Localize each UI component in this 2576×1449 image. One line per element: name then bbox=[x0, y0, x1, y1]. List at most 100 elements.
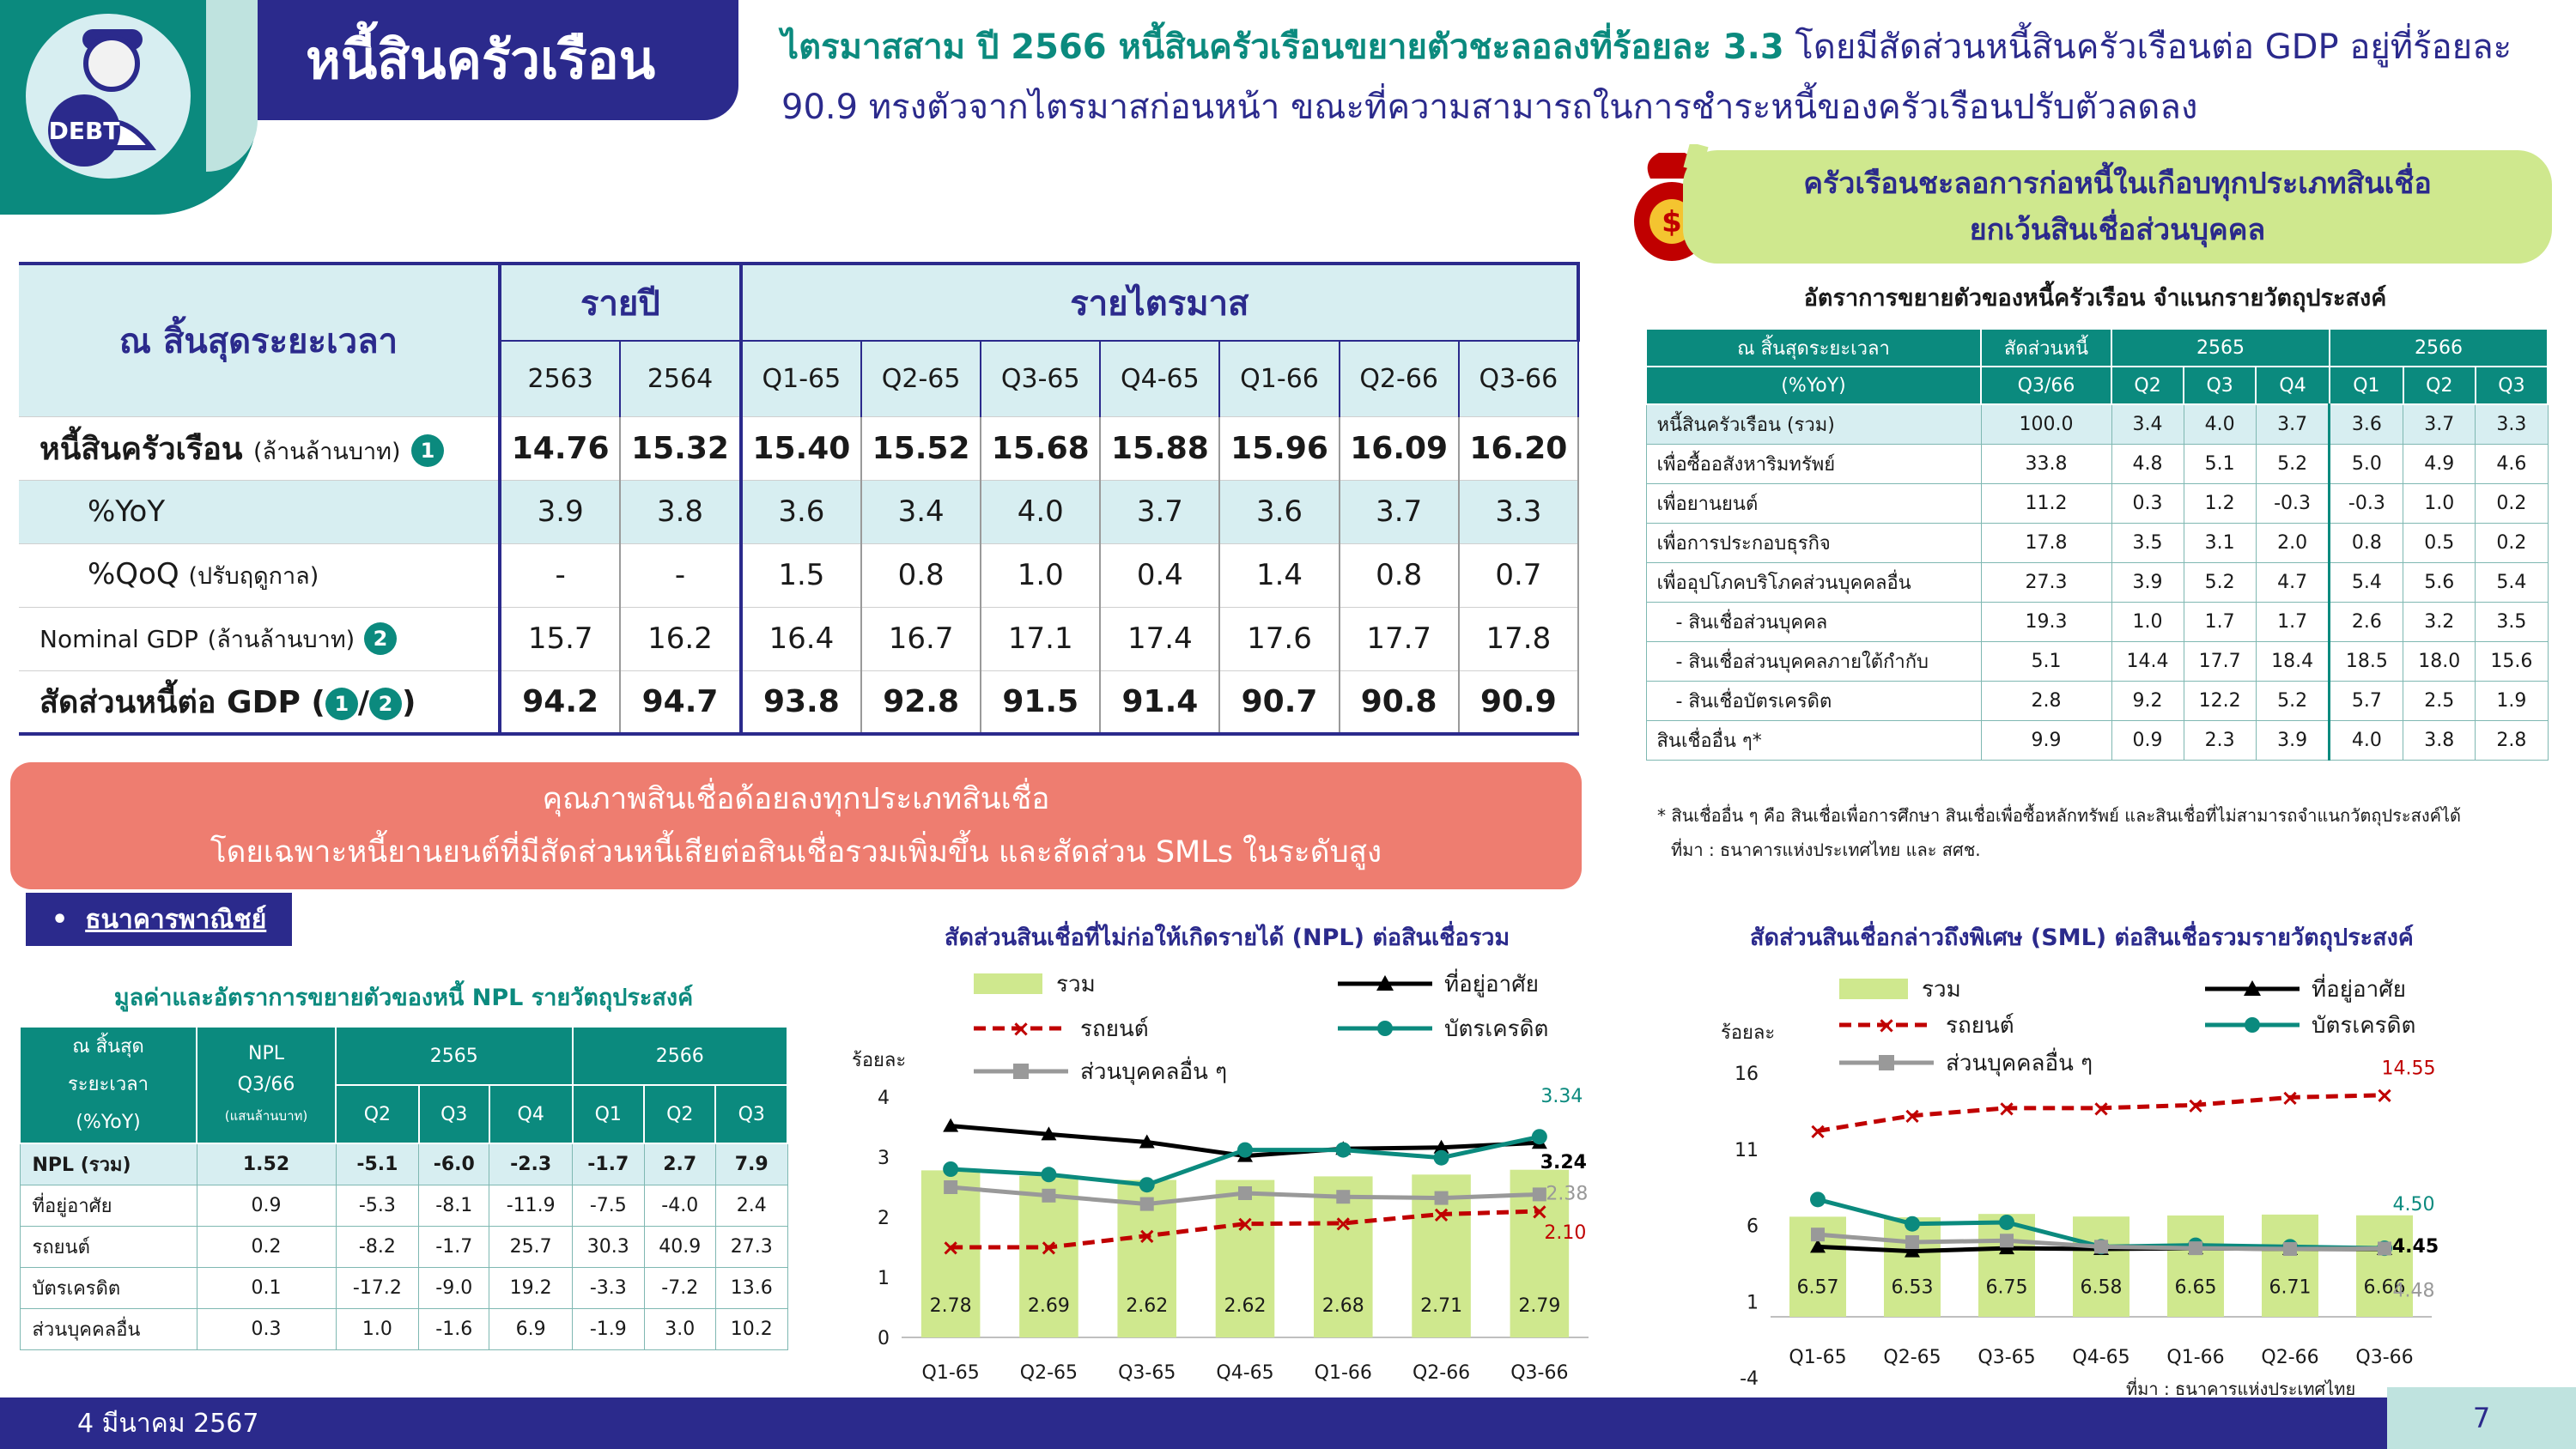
table-cell: 15.88 bbox=[1100, 415, 1221, 480]
table-row: หนี้สินครัวเรือน (รวม) 100.0 3.4 4.0 3.7 3.6 3… bbox=[1645, 403, 2549, 445]
row-label-cell: สัดส่วนหนี้ต่อ GDP (1/2) bbox=[19, 670, 501, 736]
line-point bbox=[1433, 1139, 1449, 1154]
table-cell: 91.5 bbox=[981, 670, 1102, 736]
npl-value-cell: 0.1 bbox=[196, 1266, 337, 1309]
table-cell: 90.8 bbox=[1339, 670, 1460, 736]
row-label-close: ) bbox=[401, 684, 416, 720]
line-point bbox=[1335, 1142, 1352, 1158]
legend-label: รวม bbox=[1922, 977, 1961, 1003]
y-tick-label: 3 bbox=[878, 1148, 890, 1169]
header-accent-light bbox=[206, 0, 258, 172]
table-cell: 12.2 bbox=[2183, 680, 2257, 721]
commercial-bank-tag: • ธนาคารพาณิชย์ bbox=[26, 893, 292, 946]
x-tick-label: Q3-65 bbox=[1978, 1347, 2035, 1368]
bar-value-label: 2.79 bbox=[1518, 1295, 1560, 1317]
npl-h3: (แสนล้านบาท) bbox=[224, 1108, 308, 1124]
line-point: × bbox=[1432, 1203, 1451, 1228]
share-cell: 11.2 bbox=[1980, 482, 2112, 524]
legend-swatch bbox=[974, 973, 1042, 994]
period-header: Q2-66 bbox=[1339, 340, 1460, 416]
legend-marker bbox=[1879, 1055, 1894, 1070]
row-label-unit: (ล้านล้านบาท) bbox=[207, 626, 355, 653]
line-point: × bbox=[1808, 1119, 1827, 1144]
table-row: - สินเชื่อส่วนบุคคล 19.3 1.0 1.7 1.7 2.6 3.2 3.… bbox=[1645, 601, 2549, 642]
y-tick-label: 6 bbox=[1747, 1216, 1759, 1238]
table-cell: 3.4 bbox=[861, 479, 982, 543]
quarter-header: Q3 bbox=[2183, 366, 2257, 405]
table-cell: 3.9 bbox=[500, 479, 622, 543]
x-tick-label: Q2-65 bbox=[1020, 1362, 1078, 1384]
table-cell: 17.7 bbox=[1339, 606, 1460, 670]
table-cell: 16.7 bbox=[861, 606, 982, 670]
table-cell: 6.9 bbox=[489, 1307, 574, 1350]
table-cell: 15.96 bbox=[1219, 415, 1340, 480]
share-cell: 27.3 bbox=[1980, 561, 2112, 603]
table-cell: 2.8 bbox=[2475, 719, 2549, 761]
row-label: Nominal GDP bbox=[39, 624, 198, 653]
table-cell: 2.5 bbox=[2403, 680, 2476, 721]
legend-swatch bbox=[1839, 979, 1908, 999]
table-cell: -8.2 bbox=[335, 1225, 420, 1268]
series-end-label: 2.38 bbox=[1546, 1183, 1588, 1204]
table-cell: 0.5 bbox=[2403, 522, 2476, 563]
y-tick-label: 11 bbox=[1735, 1140, 1759, 1161]
row-label: สินเชื่ออื่น ๆ* bbox=[1645, 719, 1982, 761]
table-cell: -1.6 bbox=[418, 1307, 490, 1350]
table-cell: 18.0 bbox=[2403, 640, 2476, 682]
group-annual: รายปี bbox=[500, 262, 743, 341]
table-row: เพื่ออุปโภคบริโภคส่วนบุคคลอื่น 27.3 3.9 5.2… bbox=[1645, 561, 2549, 603]
period-header: Q1-66 bbox=[1219, 340, 1340, 416]
line-point bbox=[1139, 1177, 1155, 1193]
sml-chart-title: สัดส่วนสินเชื่อกล่าวถึงพิเศษ (SML) ต่อสิ… bbox=[1750, 925, 2414, 951]
bar bbox=[2167, 1215, 2224, 1317]
line-point bbox=[1041, 1126, 1057, 1141]
bar-value-label: 6.75 bbox=[1986, 1276, 2028, 1298]
series-end-label: 4.45 bbox=[2392, 1236, 2439, 1258]
table-row: สัดส่วนหนี้ต่อ GDP (1/2) 94.2 94.7 93.8 92.8… bbox=[19, 670, 1580, 736]
table-cell: 25.7 bbox=[489, 1225, 574, 1268]
table-cell: 17.6 bbox=[1219, 606, 1340, 670]
y-tick-label: 16 bbox=[1735, 1064, 1759, 1085]
purpose-corner1: ณ สิ้นสุดระยะเวลา bbox=[1645, 328, 1982, 367]
table-cell: 3.1 bbox=[2183, 522, 2257, 563]
bar-value-label: 6.71 bbox=[2269, 1276, 2312, 1298]
quarter-header: Q2 bbox=[335, 1084, 420, 1144]
row-label: NPL (รวม) bbox=[19, 1143, 197, 1185]
table-cell: -6.0 bbox=[418, 1143, 490, 1185]
table-cell: -4.0 bbox=[643, 1184, 716, 1227]
household-debt-table: ณ สิ้นสุดระยะเวลา รายปี รายไตรมาส 2563 25… bbox=[19, 262, 1581, 736]
y-tick-label: 1 bbox=[878, 1268, 890, 1289]
row-label: %QoQ bbox=[88, 556, 179, 591]
y-tick-label: -4 bbox=[1740, 1368, 1759, 1390]
purpose-share-h1: สัดส่วนหนี้ bbox=[1980, 328, 2112, 367]
period-header: Q1-65 bbox=[740, 340, 863, 416]
y-tick-label: 2 bbox=[878, 1208, 890, 1229]
period-header: Q2-65 bbox=[861, 340, 982, 416]
purpose-source: ที่มา : ธนาคารแห่งประเทศไทย และ สศช. bbox=[1671, 840, 1981, 860]
table-cell: 0.8 bbox=[2328, 522, 2404, 563]
table-cell: 15.7 bbox=[500, 606, 622, 670]
legend-label: รถยนต์ bbox=[1080, 1016, 1149, 1042]
purpose-footnote: * สินเชื่ออื่น ๆ คือ สินเชื่อเพื่อการศึก… bbox=[1657, 805, 2462, 826]
legend-marker: × bbox=[1012, 1016, 1030, 1042]
purpose-notes: * สินเชื่ออื่น ๆ คือ สินเชื่อเพื่อการศึก… bbox=[1657, 798, 2461, 867]
table-cell: 4.9 bbox=[2403, 443, 2476, 484]
row-label-cell: Nominal GDP (ล้านล้านบาท) 2 bbox=[19, 606, 501, 670]
series-line bbox=[951, 1209, 1540, 1250]
line-point: × bbox=[1903, 1104, 1922, 1130]
x-tick-label: Q1-65 bbox=[1789, 1347, 1846, 1368]
table-cell: 1.7 bbox=[2255, 601, 2330, 642]
number-badge: 2 bbox=[363, 622, 397, 655]
y-axis-label: ร้อยละ bbox=[1721, 1022, 1775, 1044]
table-corner: ณ สิ้นสุดระยะเวลา bbox=[19, 262, 501, 416]
table-cell: 5.0 bbox=[2328, 443, 2404, 484]
table-cell: 18.5 bbox=[2328, 640, 2404, 682]
table-cell: 0.2 bbox=[2475, 522, 2549, 563]
x-tick-label: Q4-65 bbox=[2072, 1347, 2129, 1368]
table-cell: 0.8 bbox=[1339, 543, 1460, 607]
bar-value-label: 6.53 bbox=[1892, 1276, 1934, 1298]
headline-lead: ไตรมาสสาม ปี 2566 หนี้สินครัวเรือนขยายตั… bbox=[781, 27, 1784, 67]
table-cell: 3.8 bbox=[2403, 719, 2476, 761]
purpose-highlight-line2: ยกเว้นสินเชื่อส่วนบุคคล bbox=[1969, 213, 2266, 247]
table-cell: -0.3 bbox=[2328, 482, 2404, 524]
